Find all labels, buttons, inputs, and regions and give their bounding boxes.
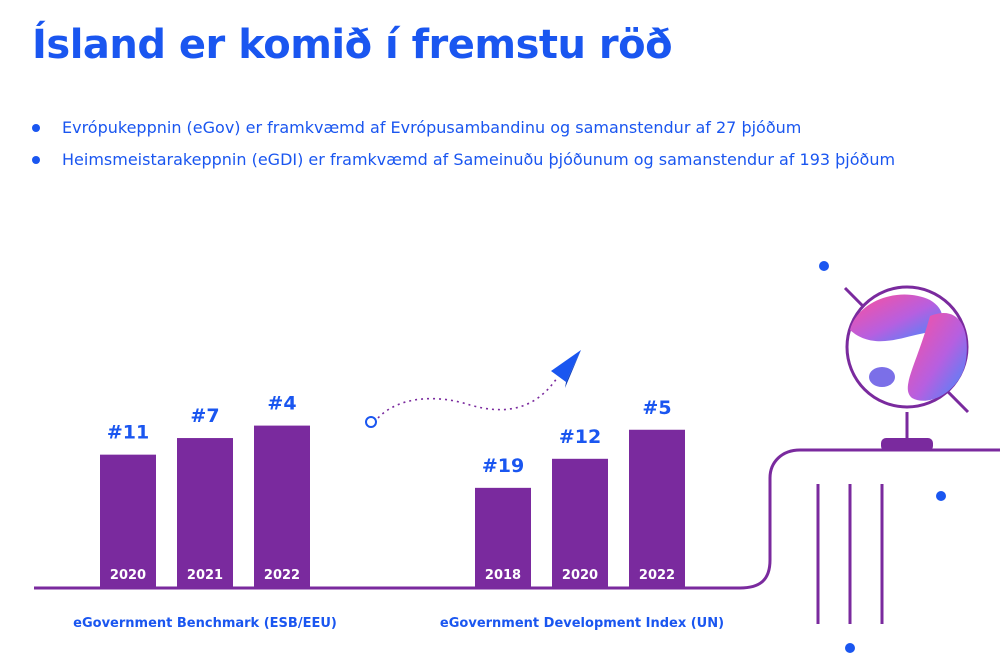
bar-2022 [254,425,310,588]
bar-rank-label: #11 [107,422,149,444]
globe-icon [843,285,970,451]
bar-rank-label: #4 [267,393,296,415]
bar-year-label: 2020 [110,568,146,583]
bar-rank-label: #5 [642,397,671,419]
baseline-line [34,448,1000,590]
path-start-dot [365,416,377,428]
decor-dot [845,643,855,653]
chart-title-un: eGovernment Development Index (UN) [440,616,724,631]
bar-2022 [629,429,685,588]
bullet-item: Heimsmeistarakeppnin (eGDI) er framkvæmd… [32,150,895,170]
bar-year-label: 2022 [264,568,300,583]
bar-2021 [177,438,233,588]
bar-2018 [475,487,531,588]
bar-rank-label: #7 [190,405,219,427]
decor-dot [819,261,829,271]
bullet-text: Evrópukeppnin (eGov) er framkvæmd af Evr… [62,118,802,137]
decor-dot [936,491,946,501]
bullet-dot-icon [32,156,40,164]
chart-title-esb: eGovernment Benchmark (ESB/EEU) [73,616,337,631]
page-title: Ísland er komið í fremstu röð [32,22,673,68]
bar-2020 [552,458,608,588]
bullet-text: Heimsmeistarakeppnin (eGDI) er framkvæmd… [62,150,896,169]
bar-2020 [100,454,156,588]
bars-layer: 2020 #11 2021 #7 2022 #4 2018 #19 2020 #12 2022 #5 [100,393,685,588]
bullet-dot-icon [32,124,40,132]
bar-year-label: 2021 [187,568,223,583]
flight-path [377,377,558,419]
bullet-list: Evrópukeppnin (eGov) er framkvæmd af Evr… [32,118,895,182]
bar-year-label: 2020 [562,568,598,583]
bullet-item: Evrópukeppnin (eGov) er framkvæmd af Evr… [32,118,895,138]
bar-rank-label: #19 [482,455,524,477]
bar-rank-label: #12 [559,426,601,448]
paper-plane-icon [551,350,581,388]
bar-year-label: 2018 [485,568,521,583]
bar-year-label: 2022 [639,568,675,583]
